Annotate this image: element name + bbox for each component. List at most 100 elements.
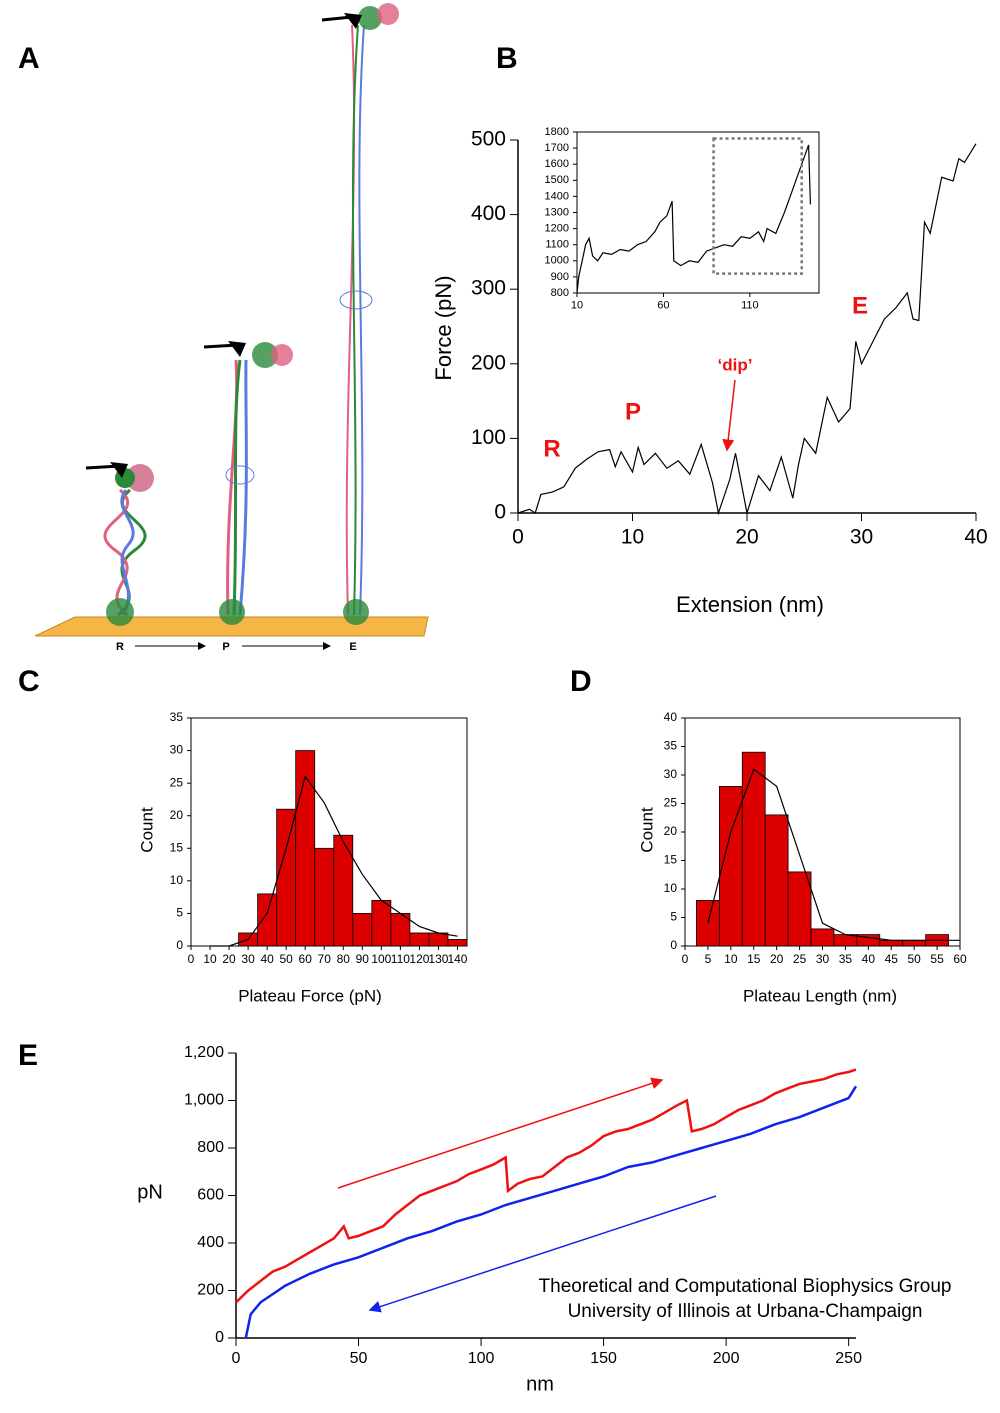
x-tick-label: 0: [188, 952, 195, 966]
y-tick-label: 1300: [545, 206, 569, 218]
x-tick-label: 60: [657, 300, 669, 312]
y-tick-label: 1800: [545, 126, 569, 138]
x-tick-label: 0: [512, 525, 524, 548]
bar: [352, 913, 373, 947]
y-tick-label: 800: [197, 1139, 224, 1156]
cantilever-tips: [85, 13, 362, 478]
bar: [333, 834, 354, 947]
x-tick-label: 200: [713, 1350, 740, 1367]
x-tick-label: 30: [816, 952, 830, 966]
y-tick-label: 40: [664, 710, 678, 724]
y-tick-label: 200: [197, 1282, 224, 1299]
x-tick-label: 20: [770, 952, 784, 966]
stage-label: P: [222, 641, 229, 653]
data-line: [244, 1085, 858, 1339]
annotation: P: [625, 398, 641, 425]
y-tick-label: 5: [176, 906, 183, 920]
x-tick-label: 0: [682, 952, 689, 966]
y-tick-label: 1500: [545, 174, 569, 186]
illustration: R P E: [34, 3, 429, 653]
data-line: [235, 1068, 857, 1304]
x-tick-label: 55: [930, 952, 944, 966]
panel-label: A: [18, 42, 40, 75]
y-tick-label: 300: [471, 277, 506, 300]
panel-label: D: [570, 665, 592, 698]
x-tick-label: 100: [371, 952, 391, 966]
arrow: [337, 1077, 664, 1189]
molecule-r: [103, 464, 154, 626]
plot-frame: [576, 131, 820, 294]
fit-line: [210, 775, 458, 947]
x-tick-label: 5: [705, 952, 712, 966]
y-tick-label: 35: [664, 739, 678, 753]
annotation: ‘dip’: [718, 355, 753, 374]
bar: [314, 847, 335, 947]
x-axis-label: Plateau Force (pN): [238, 986, 382, 1005]
x-tick-label: 35: [839, 952, 853, 966]
data-line: [517, 143, 977, 516]
x-tick-label: 40: [260, 952, 274, 966]
x-tick-label: 110: [391, 952, 410, 966]
surface: [34, 616, 429, 637]
bar: [879, 939, 904, 947]
y-tick-label: 10: [170, 873, 184, 887]
fit-line: [707, 768, 960, 941]
x-tick-label: 30: [241, 952, 255, 966]
y-tick-label: 400: [197, 1234, 224, 1251]
bar: [276, 808, 297, 947]
x-tick-label: 100: [468, 1350, 495, 1367]
x-tick-label: 0: [232, 1350, 241, 1367]
y-tick-label: 30: [170, 743, 184, 757]
bar: [764, 814, 789, 947]
x-tick-label: 25: [793, 952, 807, 966]
y-tick-label: 1600: [545, 158, 569, 170]
x-tick-label: 20: [222, 952, 236, 966]
stage-label: E: [349, 641, 356, 653]
y-tick-label: 25: [170, 775, 184, 789]
x-axis-label: Extension (nm): [676, 592, 824, 617]
x-tick-label: 30: [850, 525, 873, 548]
y-tick-label: 30: [664, 767, 678, 781]
x-axis-label: Plateau Length (nm): [743, 986, 897, 1005]
y-axis-label: Count: [637, 807, 656, 853]
y-tick-label: 10: [664, 881, 678, 895]
bar: [257, 893, 278, 947]
x-tick-label: 50: [350, 1350, 368, 1367]
x-tick-label: 15: [747, 952, 761, 966]
y-tick-label: 15: [170, 840, 184, 854]
y-tick-label: 1,200: [184, 1044, 224, 1061]
bar: [810, 928, 835, 947]
x-tick-label: 70: [318, 952, 332, 966]
y-tick-label: 1700: [545, 142, 569, 154]
x-tick-label: 50: [907, 952, 921, 966]
x-tick-label: 45: [885, 952, 899, 966]
y-axis-label: pN: [137, 1181, 163, 1203]
x-tick-label: 90: [356, 952, 370, 966]
annotation: E: [852, 292, 868, 319]
x-tick-label: 110: [741, 300, 759, 312]
y-tick-label: 1200: [545, 223, 569, 235]
y-tick-label: 1400: [545, 190, 569, 202]
y-tick-label: 200: [471, 351, 506, 374]
y-tick-label: 900: [551, 271, 569, 283]
y-tick-label: 1000: [545, 255, 569, 267]
x-tick-label: 60: [953, 952, 967, 966]
x-tick-label: 40: [964, 525, 987, 548]
highlight-box: [712, 137, 803, 275]
y-axis-label: Force (pN): [431, 275, 456, 380]
x-tick-label: 10: [203, 952, 217, 966]
x-tick-label: 40: [862, 952, 876, 966]
y-tick-label: 35: [170, 710, 184, 724]
y-axis-label: Count: [137, 807, 156, 853]
x-tick-label: 250: [835, 1350, 862, 1367]
x-tick-label: 20: [735, 525, 758, 548]
x-tick-label: 150: [590, 1350, 617, 1367]
x-axis-label: nm: [526, 1373, 554, 1395]
y-tick-label: 15: [664, 853, 678, 867]
bar: [371, 900, 392, 947]
molecule-e: [339, 3, 399, 625]
credit: University of Illinois at Urbana-Champai…: [568, 1301, 923, 1322]
molecule-p: [219, 342, 293, 625]
data-line: [576, 144, 811, 294]
x-tick-label: 80: [337, 952, 351, 966]
